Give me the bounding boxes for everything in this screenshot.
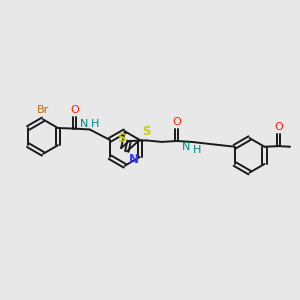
Text: O: O [274,122,283,132]
Text: O: O [70,105,79,115]
Text: Br: Br [37,105,49,115]
Text: N: N [182,142,190,152]
Text: N: N [129,153,139,166]
Text: H: H [91,119,99,129]
Text: H: H [192,145,201,155]
Text: O: O [172,117,181,127]
Text: S: S [142,125,151,138]
Text: S: S [118,132,126,145]
Text: N: N [80,119,88,129]
